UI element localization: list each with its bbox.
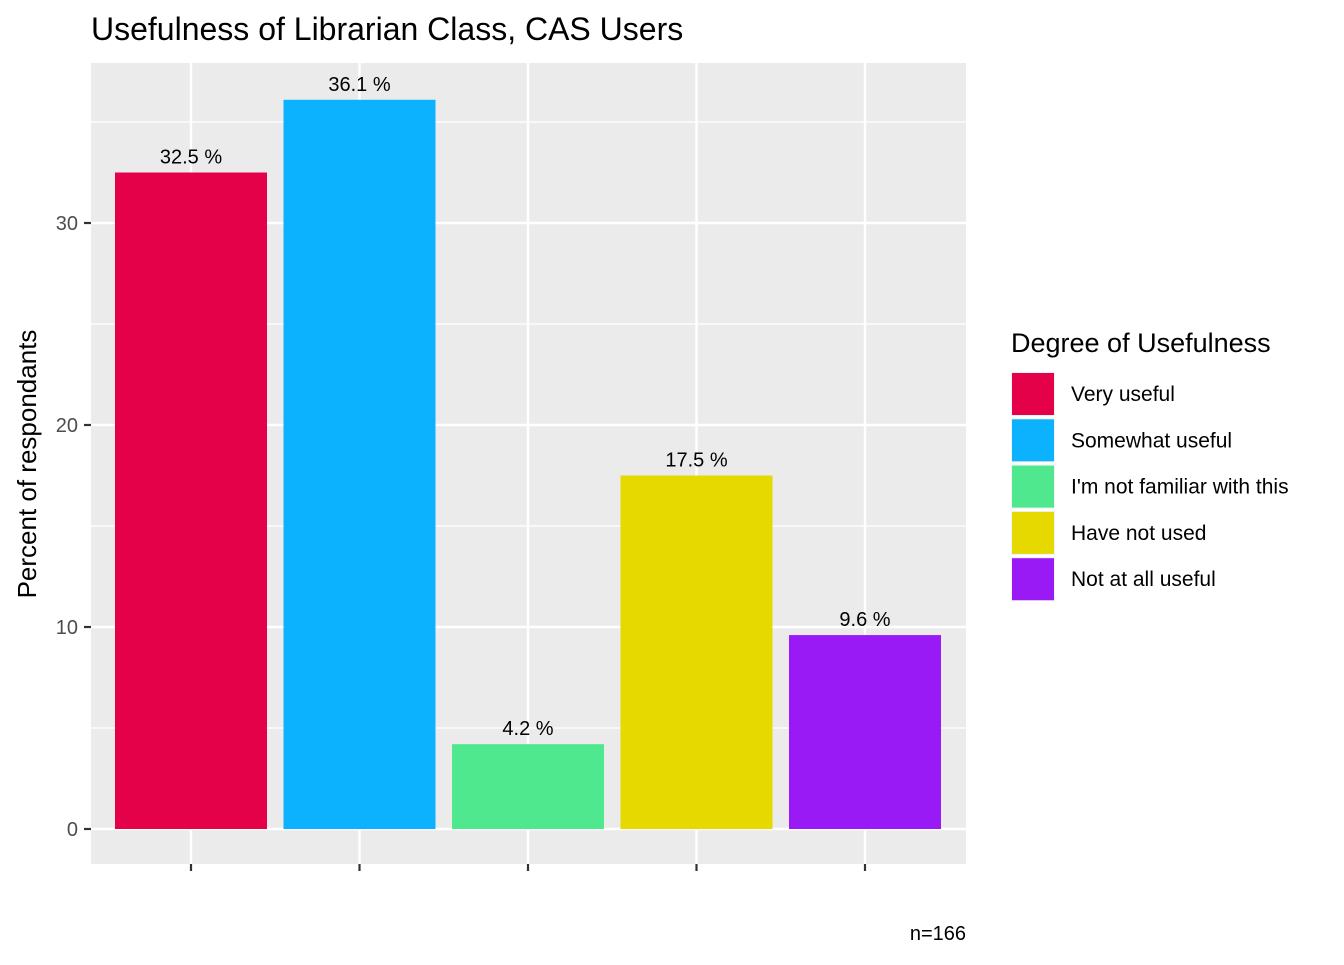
bar — [283, 99, 436, 829]
chart-title: Usefulness of Librarian Class, CAS Users — [91, 11, 683, 47]
legend-swatch — [1012, 558, 1054, 601]
legend-label: Very useful — [1071, 383, 1175, 406]
legend-items: Very useful Somewhat useful I'm not famili… — [1011, 372, 1289, 602]
legend-swatch — [1012, 373, 1054, 415]
bar-value-label: 17.5 % — [665, 450, 727, 472]
bar-labels: 32.5 % 36.1 % 4.2 % 17.5 % 9.6 % — [160, 74, 891, 740]
legend-label: Not at all useful — [1071, 568, 1216, 591]
chart-caption: n=166 — [910, 923, 966, 945]
bar — [620, 475, 773, 829]
y-tick-label: 30 — [56, 213, 78, 235]
bar-value-label: 36.1 % — [328, 74, 390, 96]
y-axis-label: Percent of respondants — [12, 330, 42, 599]
bar-value-label: 9.6 % — [839, 609, 890, 631]
y-tick-label: 10 — [56, 617, 78, 639]
legend-label: Somewhat useful — [1071, 429, 1232, 452]
bar — [452, 744, 604, 829]
y-tick-label: 20 — [56, 415, 78, 437]
legend-swatch — [1012, 465, 1054, 508]
legend-label: I'm not familiar with this — [1071, 476, 1289, 499]
bar — [789, 635, 941, 829]
legend-swatch — [1012, 511, 1054, 554]
legend-title: Degree of Usefulness — [1011, 328, 1271, 358]
y-axis: 0 10 20 30 — [56, 213, 91, 841]
bar — [115, 172, 267, 829]
bar-value-label: 32.5 % — [160, 147, 222, 169]
x-axis — [189, 864, 867, 871]
legend-swatch — [1012, 419, 1054, 462]
bar-value-label: 4.2 % — [502, 718, 553, 740]
legend-label: Have not used — [1071, 522, 1206, 545]
legend: Degree of Usefulness Very useful Somewhat… — [1011, 328, 1289, 602]
y-tick-label: 0 — [67, 819, 78, 841]
bars — [115, 99, 941, 829]
